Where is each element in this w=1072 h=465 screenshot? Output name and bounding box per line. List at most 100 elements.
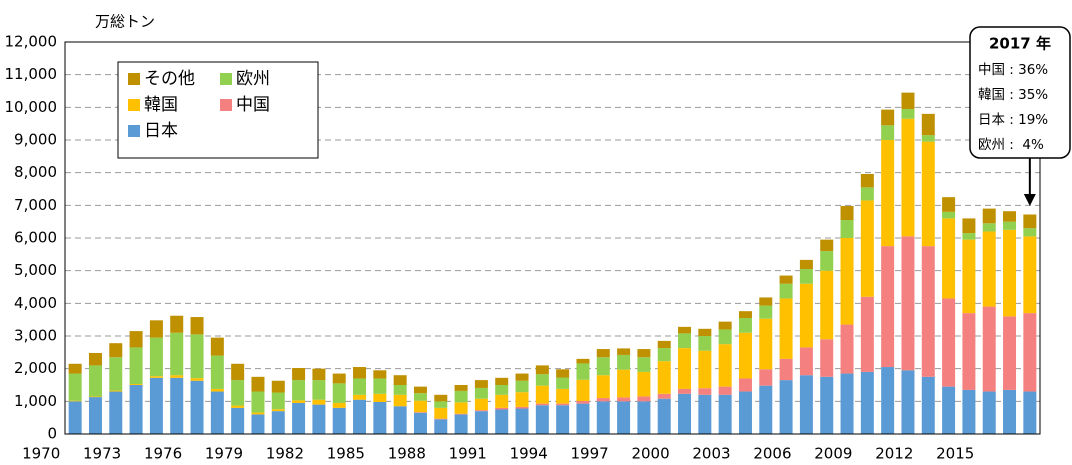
bar-segment [373, 370, 387, 379]
bar-segment [1023, 214, 1037, 229]
bar-segment [353, 399, 367, 434]
bar-segment [617, 369, 631, 398]
bar-segment [738, 391, 752, 434]
bar-segment [231, 407, 245, 434]
bar-segment [413, 393, 427, 401]
plot-frame [64, 41, 1041, 435]
bar-segment [962, 218, 976, 234]
bar-segment [556, 377, 570, 389]
x-tick-label: 1976 [144, 445, 182, 463]
bar-segment [901, 370, 915, 434]
x-tick-label: 1994 [510, 445, 548, 463]
bar-segment [495, 377, 509, 385]
bar-segment [231, 363, 245, 381]
bar-segment [292, 402, 306, 434]
bar-segment [68, 363, 82, 374]
bar-segment [495, 394, 509, 408]
y-tick-label: 4,000 [14, 294, 57, 312]
bar-segment [1023, 228, 1037, 237]
bar-segment [210, 337, 224, 356]
bar-segment [759, 297, 773, 306]
bar-segment [678, 333, 692, 349]
bar-segment [759, 385, 773, 434]
bar-segment [68, 373, 82, 401]
bar-segment [881, 246, 895, 368]
bar-segment [1023, 313, 1037, 392]
bar-segment [292, 400, 306, 403]
bar-segment [515, 408, 529, 434]
bar-segment [738, 378, 752, 392]
x-tick-label: 2012 [875, 445, 913, 463]
bar-segment [271, 409, 285, 412]
bar-segment [901, 108, 915, 119]
bar-segment [617, 401, 631, 434]
bar-segment [901, 92, 915, 109]
bar-segment [617, 397, 631, 402]
bar-segment [149, 376, 163, 378]
bar-segment [353, 378, 367, 395]
y-tick-label: 12,000 [5, 33, 58, 51]
bar-segment [251, 412, 265, 415]
bar-segment [881, 367, 895, 434]
bar-segment [393, 394, 407, 407]
bar-segment [698, 350, 712, 389]
x-tick-label: 1985 [327, 445, 365, 463]
bar-segment [982, 208, 996, 224]
bar-segment [210, 391, 224, 434]
bar-segment [962, 313, 976, 390]
bar-segment [759, 318, 773, 370]
bar-segment [312, 399, 326, 405]
bar-segment [454, 414, 468, 434]
bar-segment [129, 347, 143, 385]
bar-segment [820, 251, 834, 271]
bar-segment [921, 113, 935, 136]
bar-segment [881, 140, 895, 247]
callout-line: 日本 : 19% [978, 112, 1048, 128]
y-tick-label: 2,000 [14, 359, 57, 377]
bar-segment [535, 385, 549, 404]
x-tick-label: 2009 [814, 445, 852, 463]
bar-segment [332, 407, 346, 434]
bar-segment [88, 352, 102, 366]
y-tick-label: 9,000 [14, 131, 57, 149]
bar-segment [657, 361, 671, 394]
bar-segment [129, 384, 143, 385]
bar-segment [454, 402, 468, 414]
bar-segment [474, 398, 488, 411]
bar-segment [779, 380, 793, 434]
bar-segment [901, 118, 915, 237]
bar-segment [312, 404, 326, 434]
bar-segment [921, 246, 935, 377]
bar-segment [779, 283, 793, 299]
bar-segment [982, 391, 996, 434]
bar-segment [190, 334, 204, 379]
y-tick-label: 8,000 [14, 163, 57, 181]
bar-segment [921, 135, 935, 142]
bar-segment [495, 385, 509, 395]
bar-segment [942, 386, 956, 434]
bar-segment [474, 387, 488, 399]
bar-segment [515, 392, 529, 407]
bar-segment [454, 385, 468, 391]
bar-segment [881, 125, 895, 140]
bar-segment [657, 348, 671, 362]
legend-swatch [128, 73, 140, 85]
bar-segment [678, 348, 692, 389]
legend-swatch [220, 73, 232, 85]
bar-segment [982, 223, 996, 232]
bar-segment [596, 357, 610, 376]
callout-title: 2017 年 [989, 35, 1051, 53]
bar-segment [1003, 316, 1017, 390]
bar-segment [170, 332, 184, 376]
bar-segment [718, 394, 732, 434]
bar-segment [759, 369, 773, 386]
bar-segment [474, 411, 488, 434]
bar-segment [962, 389, 976, 434]
legend-box [117, 61, 319, 159]
bar-segment [840, 324, 854, 374]
bar-segment [271, 411, 285, 434]
bar-segment [413, 412, 427, 434]
bar-segment [962, 233, 976, 240]
bar-segment [982, 306, 996, 392]
bar-segment [353, 394, 367, 400]
